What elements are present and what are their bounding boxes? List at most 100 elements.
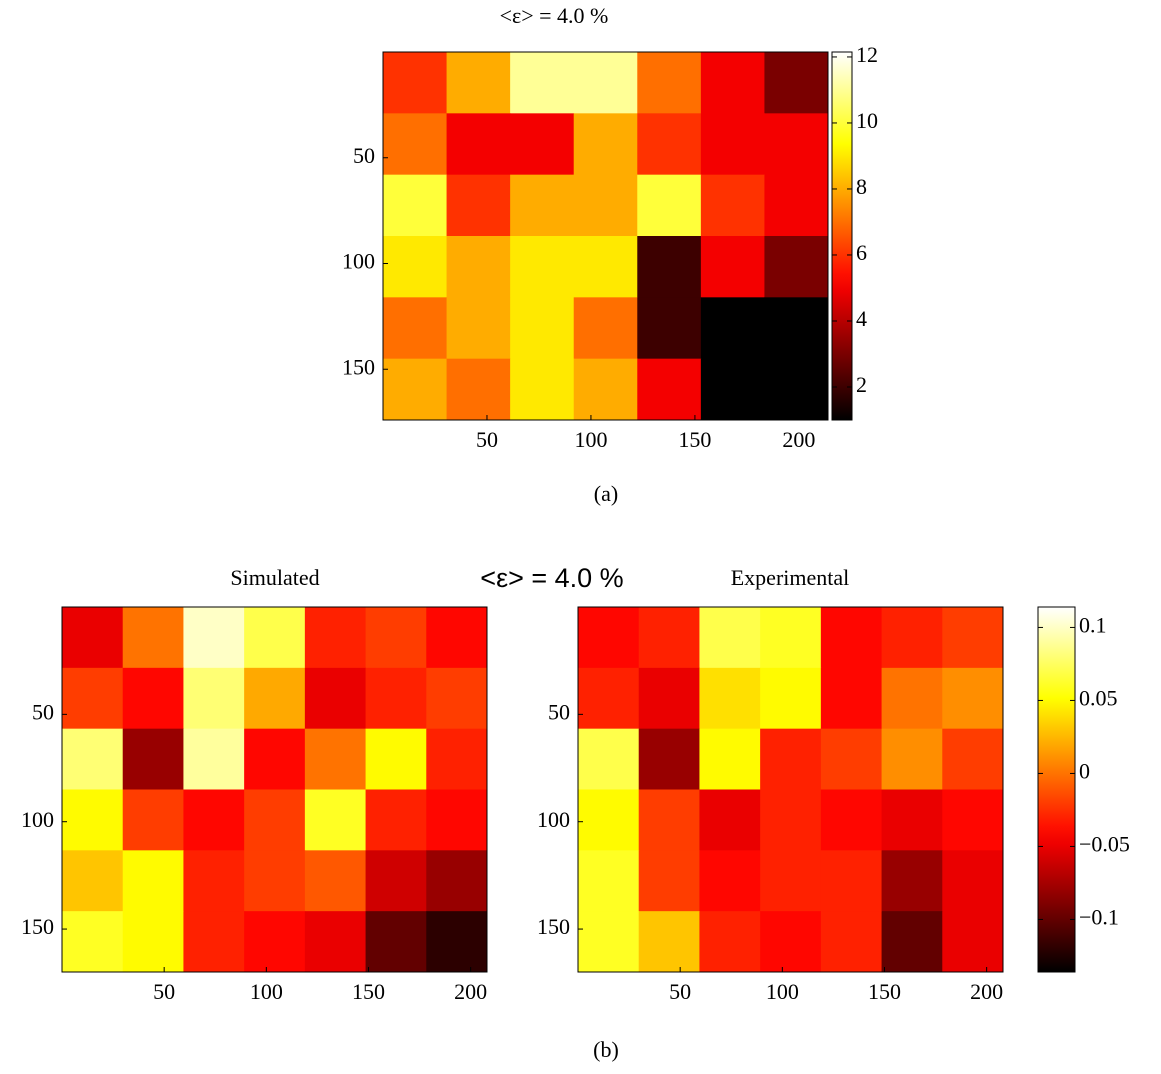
heatmap-cell <box>942 789 1004 851</box>
x-tick-label: 50 <box>153 979 175 1004</box>
heatmap-cell <box>510 113 575 176</box>
heatmap-cell <box>637 236 702 298</box>
y-tick-label: 100 <box>537 807 570 832</box>
heatmap-cell <box>122 728 184 790</box>
heatmap-cell <box>578 911 640 973</box>
heatmap-cell <box>573 297 638 360</box>
heatmap-cell <box>365 607 427 669</box>
heatmap-cell <box>510 52 575 114</box>
heatmap-cell <box>942 728 1004 790</box>
heatmap-cell <box>820 667 883 730</box>
x-tick-label: 100 <box>250 979 283 1004</box>
heatmap-cell <box>699 850 761 912</box>
colorbar-tick-label: 0 <box>1079 758 1090 783</box>
x-tick-label: 150 <box>678 427 711 452</box>
heatmap-cell <box>760 667 822 730</box>
heatmap-cell <box>62 911 124 973</box>
colorbar-tick-label: 4 <box>856 306 867 331</box>
heatmap-cell <box>365 667 427 730</box>
heatmap-cell <box>942 607 1004 669</box>
heatmap-cell <box>62 728 124 790</box>
heatmap-cell <box>244 728 306 790</box>
heatmap-cell <box>638 728 700 790</box>
colorbar-tick-label: −0.1 <box>1079 904 1119 929</box>
y-tick-label: 150 <box>537 914 570 939</box>
heatmap-cell <box>637 113 702 176</box>
heatmap-cell <box>365 850 427 912</box>
heatmap-cell <box>510 297 575 360</box>
heatmap-cell <box>700 297 765 360</box>
caption: (a) <box>594 481 618 506</box>
heatmap-cell <box>881 911 943 973</box>
heatmap-cell <box>426 667 488 730</box>
heatmap-cell <box>244 911 306 973</box>
x-tick-label: 200 <box>454 979 487 1004</box>
heatmap-cell <box>446 174 511 237</box>
panel-title: <ε> = 4.0 % <box>480 563 623 593</box>
y-tick-label: 100 <box>21 807 54 832</box>
heatmap-cell <box>510 358 575 421</box>
heatmap-cell <box>764 52 829 114</box>
heatmap-cell <box>764 297 829 360</box>
heatmap-cell <box>383 297 448 360</box>
colorbar-tick-label: 10 <box>856 108 878 133</box>
x-tick-label: 100 <box>574 427 607 452</box>
axes-frame <box>577 606 1004 973</box>
heatmap-cell <box>764 113 829 176</box>
colorbar <box>831 51 853 421</box>
heatmap-cell <box>62 789 124 851</box>
heatmap-cell <box>637 52 702 114</box>
heatmap-cell <box>638 607 700 669</box>
heatmap-cell <box>578 728 640 790</box>
heatmap-cell <box>699 728 761 790</box>
y-tick-label: 150 <box>21 914 54 939</box>
heatmap-cell <box>760 607 822 669</box>
heatmap-cell <box>122 850 184 912</box>
heatmap-cell <box>820 911 883 973</box>
heatmap-cell <box>578 789 640 851</box>
heatmap-cell <box>426 728 488 790</box>
heatmap-cell <box>760 728 822 790</box>
heatmap-cell <box>820 728 883 790</box>
heatmap-cell <box>942 667 1004 730</box>
heatmap-cell <box>304 911 367 973</box>
heatmap-cell <box>700 52 765 114</box>
heatmap-cell <box>304 850 367 912</box>
heatmap-cell <box>304 789 367 851</box>
heatmap-cell <box>122 789 184 851</box>
heatmap-cell <box>244 607 306 669</box>
x-tick-label: 200 <box>782 427 815 452</box>
heatmap-cell <box>700 358 765 421</box>
heatmap-cell <box>446 358 511 421</box>
heatmap-cell <box>183 850 245 912</box>
heatmap-cell <box>881 667 943 730</box>
colorbar <box>1037 606 1076 973</box>
heatmap-cell <box>244 789 306 851</box>
heatmap-cell <box>446 297 511 360</box>
heatmap-cell <box>365 728 427 790</box>
colorbar-tick-label: −0.05 <box>1079 831 1130 856</box>
heatmap-cell <box>760 789 822 851</box>
heatmap-cell <box>446 113 511 176</box>
heatmap-cell <box>573 113 638 176</box>
chart-title: <ε> = 4.0 % <box>500 3 609 28</box>
y-tick-label: 50 <box>32 699 54 724</box>
colorbar-tick-label: 8 <box>856 174 867 199</box>
heatmap-cell <box>365 789 427 851</box>
heatmap-cell <box>183 607 245 669</box>
heatmap-cell <box>122 607 184 669</box>
heatmap-cell <box>183 728 245 790</box>
heatmap-cell <box>638 850 700 912</box>
heatmap-cell <box>942 850 1004 912</box>
caption: (b) <box>593 1037 619 1062</box>
heatmap-cell <box>183 667 245 730</box>
heatmap-cell <box>62 667 124 730</box>
heatmap-cell <box>383 52 448 114</box>
heatmap-cell <box>183 911 245 973</box>
heatmap-cell <box>820 789 883 851</box>
heatmap-cell <box>764 236 829 298</box>
y-tick-label: 100 <box>342 249 375 274</box>
heatmap-cell <box>510 236 575 298</box>
heatmap-cell <box>122 667 184 730</box>
